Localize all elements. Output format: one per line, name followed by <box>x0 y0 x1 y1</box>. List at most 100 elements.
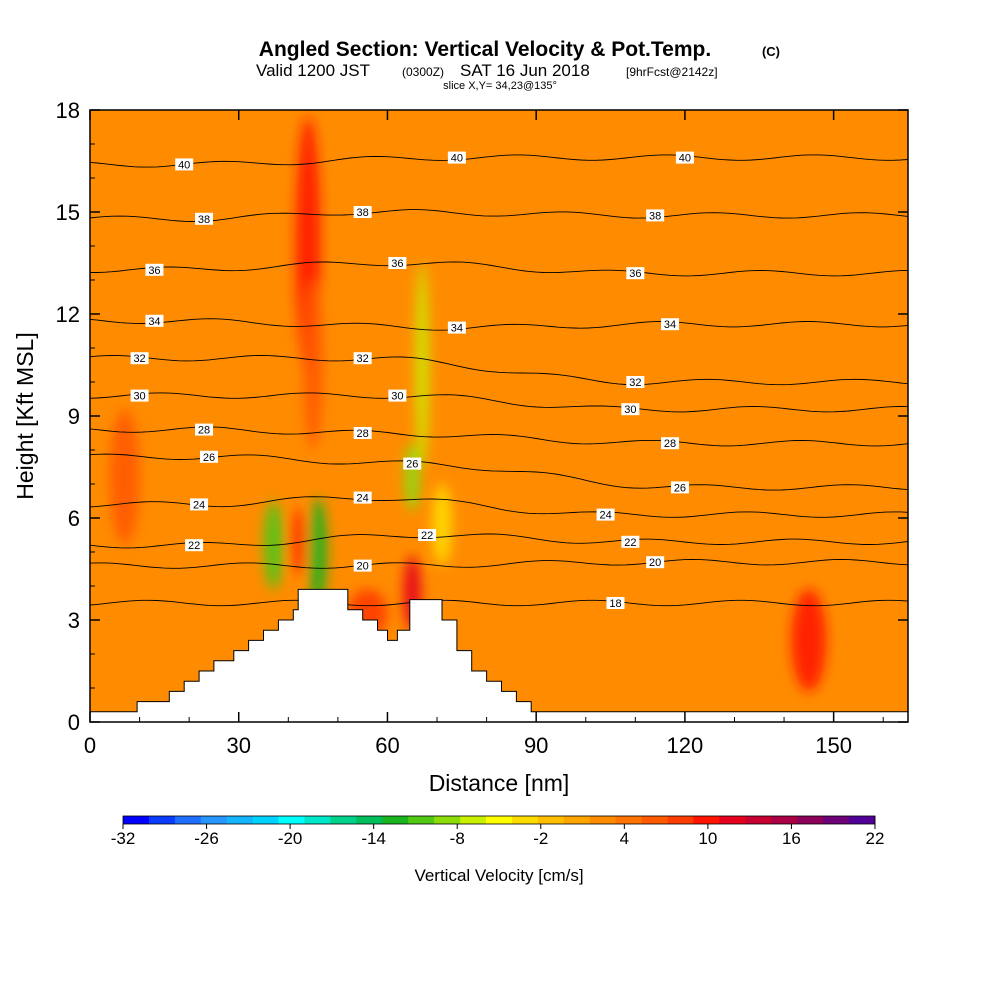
colorbar-swatch <box>537 816 565 824</box>
colorbar-swatch <box>434 816 461 824</box>
y-tick-label: 0 <box>68 710 80 735</box>
colorbar-tick-label: -8 <box>450 829 465 848</box>
colorbar-swatch <box>589 816 617 824</box>
theta-contour-label: 34 <box>447 321 466 335</box>
y-tick-label: 18 <box>56 98 80 123</box>
updraft-region <box>109 409 140 546</box>
svg-text:36: 36 <box>148 265 160 277</box>
colorbar-swatch <box>563 816 591 824</box>
theta-contour-label: 30 <box>621 403 640 416</box>
velocity-background <box>90 110 908 722</box>
colorbar-swatch <box>278 816 305 824</box>
y-tick-label: 15 <box>56 200 80 225</box>
svg-text:32: 32 <box>357 353 369 365</box>
theta-contour-label: 38 <box>646 209 665 222</box>
svg-text:36: 36 <box>629 268 641 280</box>
colorbar-tick-label: -26 <box>194 829 219 848</box>
x-tick-label: 120 <box>667 733 704 758</box>
chart-subtitle: Valid 1200 JST (0300Z) SAT 16 Jun 2018 [… <box>256 61 718 92</box>
y-tick-label: 6 <box>68 506 80 531</box>
svg-text:36: 36 <box>391 258 403 270</box>
colorbar-swatch <box>148 816 176 824</box>
theta-contour-label: 24 <box>596 508 615 522</box>
theta-contour-label: 38 <box>353 206 372 219</box>
svg-text:30: 30 <box>391 391 403 403</box>
theta-contour-label: 32 <box>626 376 645 389</box>
svg-text:40: 40 <box>451 153 463 165</box>
theta-contour-label: 32 <box>353 352 372 365</box>
theta-contour-38 <box>90 209 908 222</box>
svg-text:32: 32 <box>629 377 641 389</box>
svg-text:38: 38 <box>649 210 661 222</box>
theta-contour-label: 28 <box>661 437 680 450</box>
theta-contours <box>90 154 908 607</box>
theta-contour-label: 26 <box>670 481 689 494</box>
colorbar-label: Vertical Velocity [cm/s] <box>414 866 583 885</box>
theta-contour-24 <box>90 496 908 518</box>
updraft-region <box>791 589 827 692</box>
svg-text:40: 40 <box>679 153 691 165</box>
title-units: (C) <box>762 44 780 59</box>
colorbar-tick-label: 10 <box>698 829 717 848</box>
colorbar-swatch <box>486 816 513 824</box>
svg-text:40: 40 <box>178 159 190 171</box>
colorbar-tick-label: 22 <box>866 829 885 848</box>
theta-contour-label: 24 <box>190 498 209 511</box>
svg-text:34: 34 <box>664 319 676 331</box>
theta-contour-label: 26 <box>403 457 422 471</box>
theta-contour-18 <box>90 599 908 607</box>
x-tick-label: 150 <box>815 733 852 758</box>
colorbar-swatch <box>667 816 694 824</box>
theta-contour-label: 34 <box>145 314 164 328</box>
theta-contour-34 <box>90 318 908 331</box>
theta-contour-labels: 18 20 20 22 22 22 24 24 24 26 26 26 28 28 28 30 30 30 32 32… <box>130 151 694 610</box>
x-tick-label: 90 <box>524 733 548 758</box>
colorbar-tick-label: -32 <box>111 829 136 848</box>
theta-contour-label: 20 <box>646 556 665 569</box>
subtitle-date: SAT 16 Jun 2018 <box>460 61 590 80</box>
colorbar-swatch <box>745 816 772 824</box>
colorbar-swatch <box>174 816 202 824</box>
svg-text:32: 32 <box>133 353 145 365</box>
svg-text:22: 22 <box>188 540 200 552</box>
theta-contour-label: 30 <box>130 389 149 403</box>
theta-contour-label: 24 <box>353 491 372 505</box>
subtitle-forecast: [9hrFcst@2142z] <box>626 65 718 79</box>
theta-contour-label: 20 <box>353 559 372 573</box>
theta-contour-30 <box>90 392 908 413</box>
theta-contour-36 <box>90 261 908 277</box>
colorbar-swatch <box>615 816 643 824</box>
theta-contour-20 <box>90 559 908 569</box>
colorbar-swatch <box>641 816 668 824</box>
colorbar-tick-label: -20 <box>278 829 303 848</box>
svg-text:24: 24 <box>599 510 611 522</box>
subtitle-valid: Valid 1200 JST <box>256 61 370 80</box>
theta-contour-label: 32 <box>130 352 149 365</box>
svg-text:34: 34 <box>148 316 160 328</box>
theta-contour-40 <box>90 154 908 168</box>
colorbar: -32 -26 -20 -14 -8 -2 4 10 16 22 <box>111 815 885 848</box>
x-tick-label: 30 <box>226 733 250 758</box>
colorbar-swatch <box>511 816 539 824</box>
svg-text:28: 28 <box>357 428 369 440</box>
theta-contour-label: 28 <box>195 423 214 437</box>
svg-text:38: 38 <box>357 207 369 219</box>
svg-text:18: 18 <box>609 598 621 610</box>
svg-text:24: 24 <box>193 499 205 511</box>
theta-contour-label: 28 <box>353 427 372 440</box>
colorbar-tick-label: -14 <box>361 829 386 848</box>
x-axis: 0 30 60 90 120 150 <box>84 110 884 758</box>
theta-contour-label: 22 <box>418 529 437 542</box>
updraft-region <box>290 507 307 576</box>
colorbar-swatch <box>382 816 409 824</box>
title-text: Angled Section: Vertical Velocity & Pot.… <box>259 38 711 61</box>
x-axis-label: Distance [nm] <box>429 770 570 796</box>
y-tick-label: 12 <box>56 302 80 327</box>
svg-text:38: 38 <box>198 214 210 226</box>
x-tick-label: 60 <box>375 733 399 758</box>
theta-contour-label: 36 <box>145 263 164 277</box>
theta-contour-26 <box>90 453 908 491</box>
svg-text:26: 26 <box>674 482 686 494</box>
svg-text:28: 28 <box>198 425 210 437</box>
